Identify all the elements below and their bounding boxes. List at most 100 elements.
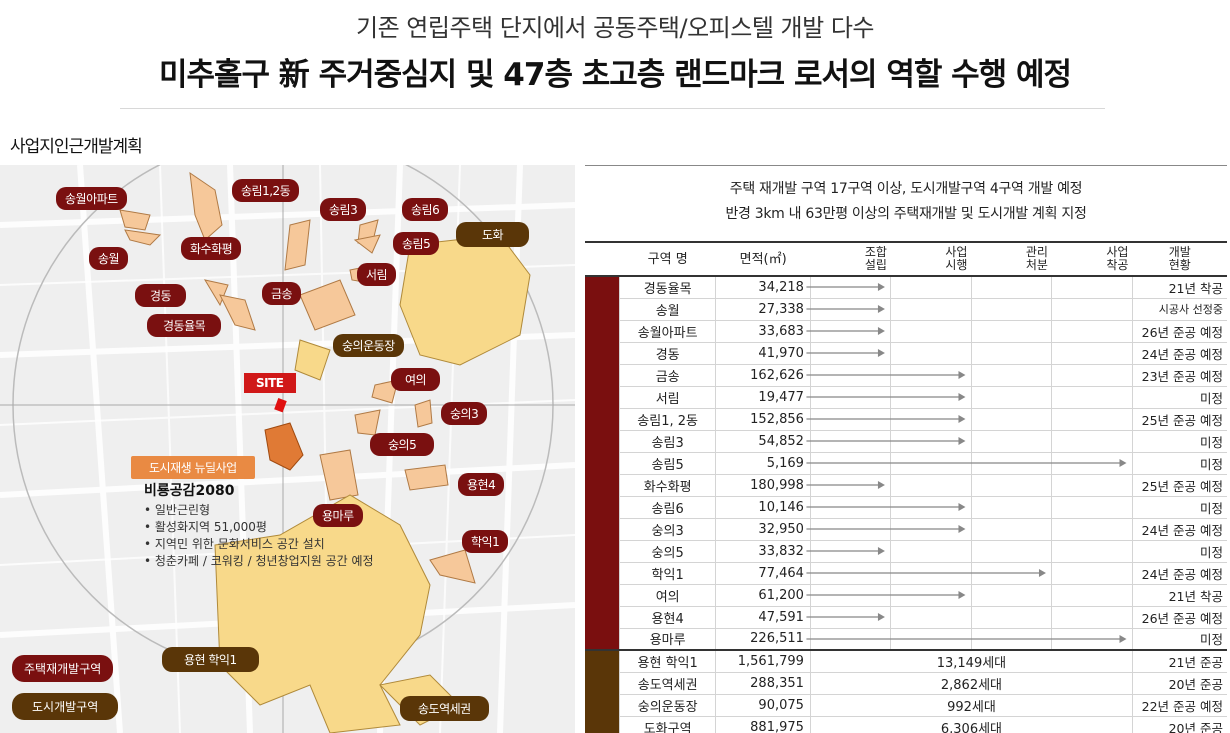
- stage-cell: [970, 364, 1052, 387]
- map-label-hwasu: 화수화평: [181, 237, 242, 260]
- plan-item: • 청춘카페 / 코워킹 / 청년창업지원 공간 예정: [144, 554, 374, 568]
- stage-cell: [809, 628, 891, 651]
- stage-cell: [970, 342, 1052, 365]
- map-label-yongmaru: 용마루: [313, 504, 363, 527]
- stage-cell: [890, 628, 972, 651]
- stage-cell: [809, 606, 891, 629]
- zone-area: 1,561,799: [715, 649, 811, 673]
- zone-status: 21년 착공: [1131, 584, 1227, 607]
- header-stage1: 조합 설립: [810, 241, 891, 277]
- stage-cell: [809, 474, 891, 497]
- stage-cell: [970, 518, 1052, 541]
- header-stage4-label: 사업 착공: [1106, 245, 1129, 272]
- zone-status: 24년 준공 예정: [1131, 518, 1227, 541]
- header-stage4: 사업 착공: [1051, 241, 1133, 277]
- zone-name: 경동율목: [618, 276, 716, 299]
- page-subtitle: 기존 연립주택 단지에서 공동주택/오피스텔 개발 다수: [356, 14, 875, 42]
- stage-cell: [970, 430, 1052, 453]
- stage-cell: [970, 298, 1052, 321]
- zone-name: 용현 학익1: [618, 649, 716, 673]
- map-label-yonghyeon-hakik1: 용현 학익1: [162, 647, 259, 672]
- map-label-sungui3: 숭의3: [441, 402, 488, 425]
- zone-status: 20년 준공: [1131, 716, 1227, 733]
- zone-status: 23년 준공 예정: [1131, 364, 1227, 387]
- map-label-sungui-stadium: 숭의운동장: [333, 334, 404, 357]
- table-row: 숭의운동장 90,075 992세대 22년 준공 예정: [585, 694, 1227, 717]
- map-label-songwol-apt: 송월아파트: [56, 187, 127, 210]
- zone-name: 숭의5: [618, 540, 716, 563]
- zone-area: 288,351: [715, 672, 811, 695]
- map-label-yeoui: 여의: [391, 368, 441, 391]
- stage-cell: [1051, 562, 1133, 585]
- zone-area: 881,975: [715, 716, 811, 733]
- stage-cell: [970, 320, 1052, 343]
- zone-area: 33,683: [715, 320, 811, 343]
- stage-cell: [809, 430, 891, 453]
- stage-cell: [1051, 408, 1133, 431]
- zone-status: 미정: [1131, 628, 1227, 651]
- zone-households: 992세대: [809, 694, 1133, 717]
- stage-cell: [1051, 298, 1133, 321]
- table-header-row: 구역 명 면적(㎡) 조합 설립 사업 시행 관리 처분 사업 착공 개발 현황: [585, 241, 1227, 277]
- stage-cell: [1051, 606, 1133, 629]
- stage-cell: [970, 562, 1052, 585]
- zone-area: 5,169: [715, 452, 811, 475]
- zone-area: 180,998: [715, 474, 811, 497]
- stage-cell: [809, 276, 891, 299]
- map-label-doha: 도화: [456, 222, 530, 247]
- map-label-urban-regeneration: 도시재생 뉴딜사업: [131, 456, 255, 479]
- map-label-songwol: 송월: [89, 247, 129, 270]
- stage-cell: [1051, 496, 1133, 519]
- stage-cell: [1051, 386, 1133, 409]
- table-row: 숭의3 32,950 24년 준공 예정: [585, 518, 1227, 541]
- zone-name: 여의: [618, 584, 716, 607]
- zone-name: 숭의운동장: [618, 694, 716, 717]
- zone-status: 미정: [1131, 386, 1227, 409]
- stage-cell: [1051, 584, 1133, 607]
- map-label-songrim5: 송림5: [393, 232, 440, 255]
- table-row: 학익1 77,464 24년 준공 예정: [585, 562, 1227, 585]
- stage-cell: [809, 342, 891, 365]
- table-row: 송림1, 2동 152,856 25년 준공 예정: [585, 408, 1227, 431]
- development-map: 송월아파트 송림1,2동 송림3 송림6 도화 송림5 송월 화수화평 서림 경…: [0, 165, 575, 733]
- zone-panel: 주택 재개발 구역 17구역 이상, 도시개발구역 4구역 개발 예정 반경 3…: [585, 165, 1227, 733]
- plan-item: • 일반근린형: [144, 503, 211, 517]
- table-row: 서림 19,477 미정: [585, 386, 1227, 409]
- stage-cell: [809, 518, 891, 541]
- stage-cell: [809, 320, 891, 343]
- header-stage2-label: 사업 시행: [945, 245, 968, 272]
- panel-divider: [585, 165, 1227, 166]
- zone-area: 226,511: [715, 628, 811, 651]
- map-graphic: [0, 165, 575, 733]
- zone-name: 숭의3: [618, 518, 716, 541]
- stage-cell: [890, 584, 972, 607]
- plan-item: • 지역민 위한 문화서비스 공간 설치: [144, 537, 325, 551]
- map-label-songrim3: 송림3: [320, 198, 367, 221]
- table-row: 화수화평 180,998 25년 준공 예정: [585, 474, 1227, 497]
- stage-cell: [1051, 320, 1133, 343]
- table-row: 송월 27,338 시공사 선정중: [585, 298, 1227, 321]
- stage-cell: [970, 408, 1052, 431]
- category-urban-development: [585, 649, 620, 733]
- stage-cell: [890, 562, 972, 585]
- zone-area: 27,338: [715, 298, 811, 321]
- header-name: 구역 명: [619, 241, 716, 277]
- zone-status: 26년 준공 예정: [1131, 320, 1227, 343]
- zone-area: 162,626: [715, 364, 811, 387]
- header-stage2: 사업 시행: [890, 241, 972, 277]
- zone-status: 20년 준공: [1131, 672, 1227, 695]
- stage-cell: [1051, 474, 1133, 497]
- zone-status: 26년 준공 예정: [1131, 606, 1227, 629]
- stage-cell: [890, 364, 972, 387]
- header-category: [585, 241, 620, 277]
- zone-name: 송림3: [618, 430, 716, 453]
- zone-status: 21년 준공: [1131, 649, 1227, 673]
- table-row: 경동 41,970 24년 준공 예정: [585, 342, 1227, 365]
- stage-cell: [1051, 540, 1133, 563]
- stage-cell: [1051, 430, 1133, 453]
- stage-cell: [809, 584, 891, 607]
- zone-area: 41,970: [715, 342, 811, 365]
- stage-cell: [809, 496, 891, 519]
- stage-cell: [809, 562, 891, 585]
- header-divider: [120, 108, 1105, 109]
